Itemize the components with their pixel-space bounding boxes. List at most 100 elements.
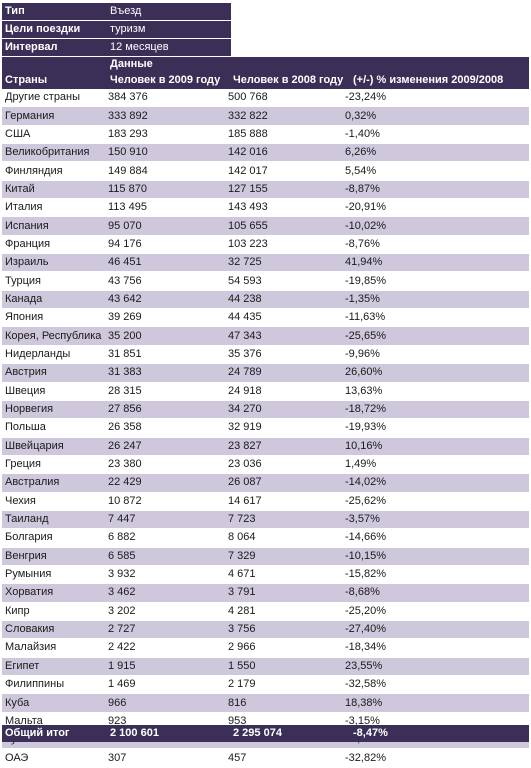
table-row[interactable]: Италия 113 495 143 493 -20,91% bbox=[2, 198, 529, 218]
cell-country: Филиппины bbox=[2, 675, 105, 695]
cell-2008: 24 918 bbox=[225, 382, 342, 401]
cell-2008: 3 756 bbox=[225, 620, 342, 640]
cell-change: 23,55% bbox=[342, 657, 529, 677]
cell-change: -32,82% bbox=[342, 748, 529, 768]
cell-2009: 333 892 bbox=[105, 106, 225, 126]
cell-country: Финляндия bbox=[2, 161, 105, 181]
column-header-change[interactable]: (+/-) % изменения 2009/2008 bbox=[353, 74, 504, 86]
cell-change: -32,58% bbox=[342, 675, 529, 695]
cell-change: 0,32% bbox=[342, 106, 529, 126]
table-row[interactable]: Другие страны 384 376 500 768 -23,24% bbox=[2, 89, 529, 108]
table-row[interactable]: Канада 43 642 44 238 -1,35% bbox=[2, 290, 529, 310]
cell-2008: 332 822 bbox=[225, 106, 342, 126]
cell-change: -8,76% bbox=[342, 235, 529, 255]
cell-country: Кипр bbox=[2, 602, 105, 621]
cell-change: 10,16% bbox=[342, 437, 529, 456]
cell-2008: 44 435 bbox=[225, 308, 342, 328]
table-row[interactable]: Израиль 46 451 32 725 41,94% bbox=[2, 253, 529, 273]
cell-2008: 23 827 bbox=[225, 437, 342, 456]
cell-country: Куба bbox=[2, 693, 105, 713]
cell-country: Швеция bbox=[2, 382, 105, 401]
cell-2008: 142 016 bbox=[225, 143, 342, 163]
table-row[interactable]: Таиланд 7 447 7 723 -3,57% bbox=[2, 510, 529, 530]
table-row[interactable]: Великобритания 150 910 142 016 6,26% bbox=[2, 143, 529, 163]
cell-2009: 46 451 bbox=[105, 253, 225, 273]
table-row[interactable]: Чехия 10 872 14 617 -25,62% bbox=[2, 492, 529, 511]
filter-type-label: Тип bbox=[5, 5, 25, 17]
cell-change: -15,82% bbox=[342, 565, 529, 585]
cell-2008: 7 723 bbox=[225, 510, 342, 530]
cell-country: Румыния bbox=[2, 565, 105, 585]
table-row[interactable]: Венгрия 6 585 7 329 -10,15% bbox=[2, 547, 529, 566]
cell-change: -19,85% bbox=[342, 271, 529, 291]
cell-2009: 1 915 bbox=[105, 657, 225, 677]
cell-change: -8,87% bbox=[342, 180, 529, 200]
table-row[interactable]: Турция 43 756 54 593 -19,85% bbox=[2, 271, 529, 291]
column-header-2008[interactable]: Человек в 2008 году bbox=[233, 74, 344, 86]
cell-2009: 94 176 bbox=[105, 235, 225, 255]
cell-country: Италия bbox=[2, 198, 105, 218]
table-row[interactable]: Малайзия 2 422 2 966 -18,34% bbox=[2, 638, 529, 658]
cell-2009: 23 380 bbox=[105, 455, 225, 475]
table-row[interactable]: Корея, Республика 35 200 47 343 -25,65% bbox=[2, 326, 529, 346]
table-row[interactable]: Швейцария 26 247 23 827 10,16% bbox=[2, 437, 529, 456]
table-row[interactable]: Словакия 2 727 3 756 -27,40% bbox=[2, 620, 529, 640]
table-row[interactable]: Австрия 31 383 24 789 26,60% bbox=[2, 363, 529, 383]
cell-country: Испания bbox=[2, 216, 105, 236]
cell-2009: 3 932 bbox=[105, 565, 225, 585]
cell-2009: 3 202 bbox=[105, 602, 225, 621]
data-field-header: Данные bbox=[2, 57, 529, 72]
cell-2009: 2 422 bbox=[105, 638, 225, 658]
cell-change: -14,66% bbox=[342, 528, 529, 548]
table-row[interactable]: Франция 94 176 103 223 -8,76% bbox=[2, 235, 529, 255]
cell-2009: 22 429 bbox=[105, 473, 225, 493]
cell-2009: 966 bbox=[105, 693, 225, 713]
cell-2008: 35 376 bbox=[225, 345, 342, 365]
table-row[interactable]: Германия 333 892 332 822 0,32% bbox=[2, 106, 529, 126]
table-row[interactable]: Китай 115 870 127 155 -8,87% bbox=[2, 180, 529, 200]
grand-total-2008: 2 295 074 bbox=[233, 727, 282, 739]
table-row[interactable]: Швеция 28 315 24 918 13,63% bbox=[2, 382, 529, 401]
cell-2009: 113 495 bbox=[105, 198, 225, 218]
filter-type[interactable]: Тип Въезд bbox=[2, 3, 231, 20]
table-row[interactable]: Польша 26 358 32 919 -19,93% bbox=[2, 418, 529, 438]
filter-interval[interactable]: Интервал 12 месяцев bbox=[2, 39, 231, 56]
table-row[interactable]: Болгария 6 882 8 064 -14,66% bbox=[2, 528, 529, 548]
column-header-2009[interactable]: Человек в 2009 году bbox=[110, 74, 221, 86]
cell-2009: 35 200 bbox=[105, 326, 225, 346]
cell-2008: 103 223 bbox=[225, 235, 342, 255]
table-row[interactable]: США 183 293 185 888 -1,40% bbox=[2, 125, 529, 145]
cell-2008: 4 671 bbox=[225, 565, 342, 585]
cell-2008: 23 036 bbox=[225, 455, 342, 475]
cell-country: Таиланд bbox=[2, 510, 105, 530]
table-row[interactable]: Куба 966 816 18,38% bbox=[2, 693, 529, 713]
table-row[interactable]: Финляндия 149 884 142 017 5,54% bbox=[2, 161, 529, 181]
cell-2008: 24 789 bbox=[225, 363, 342, 383]
table-row[interactable]: Румыния 3 932 4 671 -15,82% bbox=[2, 565, 529, 585]
cell-2009: 149 884 bbox=[105, 161, 225, 181]
table-row[interactable]: Хорватия 3 462 3 791 -8,68% bbox=[2, 583, 529, 603]
cell-2009: 95 070 bbox=[105, 216, 225, 236]
cell-change: 1,49% bbox=[342, 455, 529, 475]
table-row[interactable]: Испания 95 070 105 655 -10,02% bbox=[2, 216, 529, 236]
column-header-country[interactable]: Страны bbox=[5, 74, 48, 86]
table-row[interactable]: Филиппины 1 469 2 179 -32,58% bbox=[2, 675, 529, 695]
cell-2009: 31 851 bbox=[105, 345, 225, 365]
cell-2008: 8 064 bbox=[225, 528, 342, 548]
table-row[interactable]: ОАЭ 307 457 -32,82% bbox=[2, 748, 529, 768]
table-row[interactable]: Греция 23 380 23 036 1,49% bbox=[2, 455, 529, 475]
table-row[interactable]: Япония 39 269 44 435 -11,63% bbox=[2, 308, 529, 328]
cell-2009: 10 872 bbox=[105, 492, 225, 511]
table-row[interactable]: Египет 1 915 1 550 23,55% bbox=[2, 657, 529, 677]
filter-purpose[interactable]: Цели поездки туризм bbox=[2, 21, 231, 38]
cell-2009: 6 585 bbox=[105, 547, 225, 566]
table-row[interactable]: Австралия 22 429 26 087 -14,02% bbox=[2, 473, 529, 493]
cell-change: -3,57% bbox=[342, 510, 529, 530]
table-row[interactable]: Кипр 3 202 4 281 -25,20% bbox=[2, 602, 529, 621]
cell-country: Корея, Республика bbox=[2, 326, 105, 346]
table-row[interactable]: Нидерланды 31 851 35 376 -9,96% bbox=[2, 345, 529, 365]
table-row[interactable]: Норвегия 27 856 34 270 -18,72% bbox=[2, 400, 529, 420]
cell-2008: 185 888 bbox=[225, 125, 342, 145]
cell-2008: 2 179 bbox=[225, 675, 342, 695]
cell-country: Германия bbox=[2, 106, 105, 126]
